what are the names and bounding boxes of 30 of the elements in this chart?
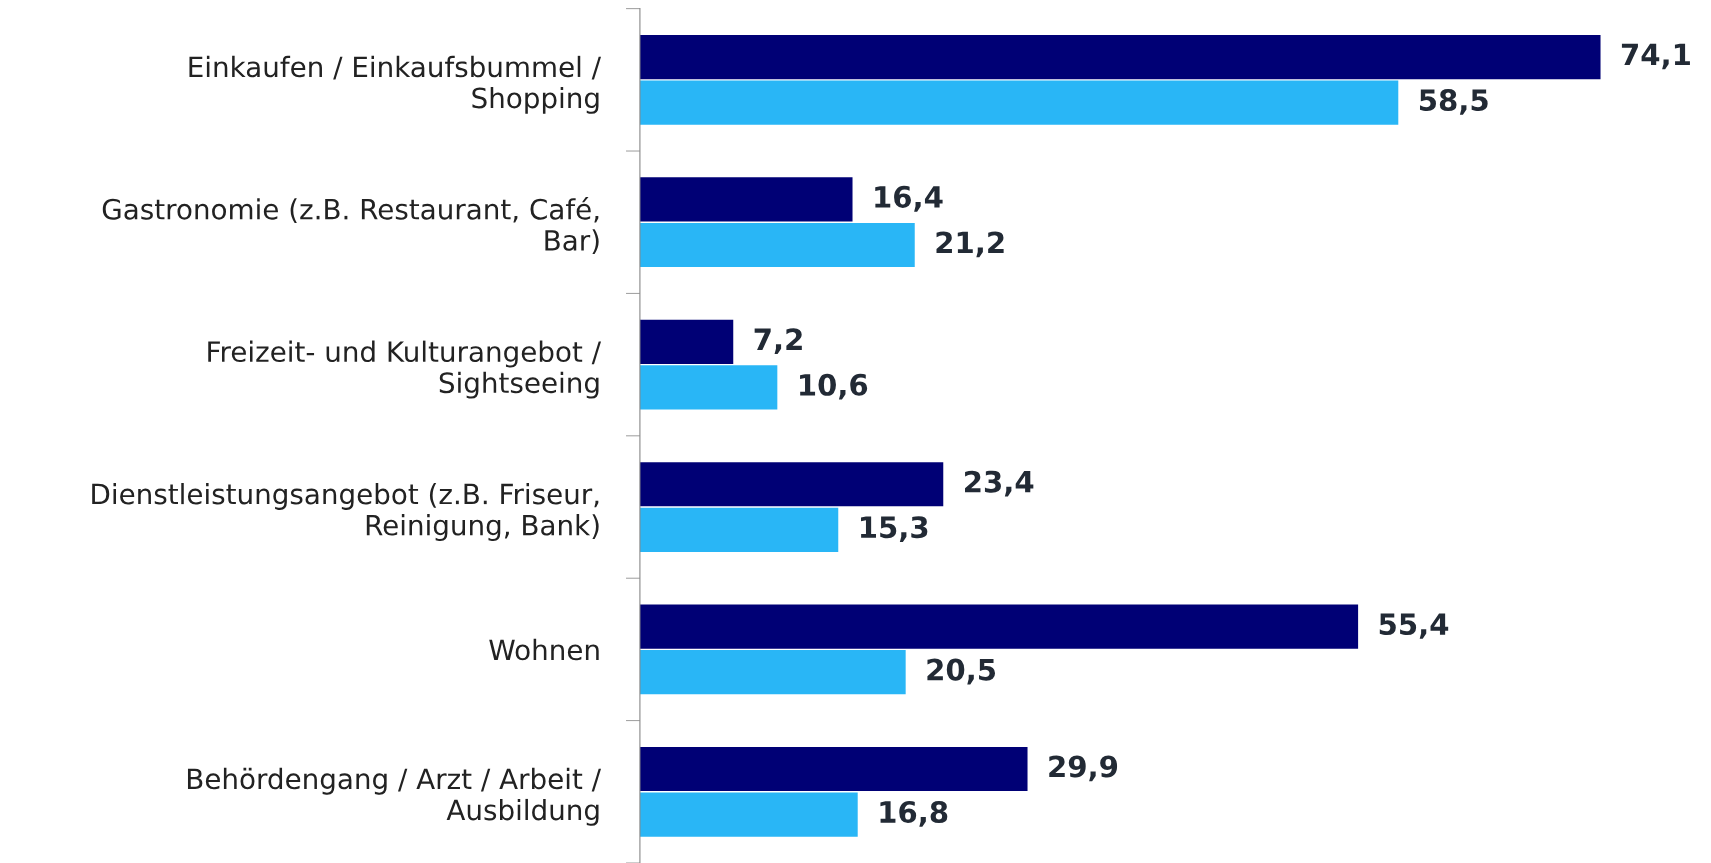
data-label: 10,6 [800,373,868,400]
data-label: 16,8 [880,800,948,827]
data-label: 21,2 [936,231,1004,258]
y-tick-label: Einkaufen / Einkaufsbummel / Shopping [189,55,602,114]
data-label: 16,4 [875,185,943,212]
data-label: 29,9 [1049,755,1118,782]
data-label: 7,2 [754,328,802,355]
y-tick-label: Dienstleistungsangebot (z.B. Friseur, Reinigung, Bank) [92,483,599,542]
bar [639,462,944,507]
data-label: 55,4 [1379,613,1449,639]
bar [639,177,853,222]
bar [639,792,858,837]
bar [639,507,839,552]
y-tick-label: Freizeit- und Kulturangebot / Sightseeing [208,340,602,399]
bar [639,222,915,268]
data-label: 74,1 [1621,43,1690,70]
data-label: 15,3 [860,516,928,542]
bar [639,650,906,695]
bar [639,365,778,410]
y-tick-label: Wohnen [489,638,599,661]
bar [639,319,734,364]
data-label: 20,5 [927,658,996,685]
data-label: 58,5 [1419,89,1488,115]
bar [639,34,1601,80]
bar [639,80,1399,125]
data-label: 23,4 [965,470,1034,497]
bar [639,604,1359,649]
bar [639,746,1028,792]
y-tick-label: Gastronomie (z.B. Restaurant, Café, Bar) [102,197,599,255]
y-tick-label: Behördengang / Arzt / Arbeit / Ausbildung [187,767,602,826]
